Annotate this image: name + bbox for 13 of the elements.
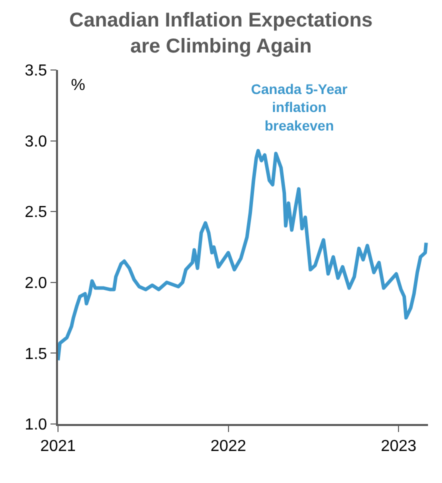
x-tick-label: 2022 bbox=[210, 438, 246, 455]
y-tick-label: 2.0 bbox=[24, 275, 48, 292]
chart-title: Canadian Inflation Expectations are Climbing Again bbox=[69, 10, 373, 58]
x-tick-label: 2023 bbox=[380, 438, 417, 455]
y-tick-label: 3.0 bbox=[24, 133, 48, 150]
line-series bbox=[58, 148, 428, 362]
y-tick-label: 1.0 bbox=[24, 416, 48, 434]
series-label: Canada 5-Year inflation breakeven bbox=[251, 81, 348, 134]
y-axis-title: % bbox=[71, 77, 86, 94]
y-tick-label: 2.5 bbox=[24, 204, 48, 222]
x-tick-label: 2021 bbox=[40, 438, 76, 455]
y-tick-label: 1.5 bbox=[24, 346, 48, 363]
y-tick-label: 3.5 bbox=[24, 62, 48, 80]
